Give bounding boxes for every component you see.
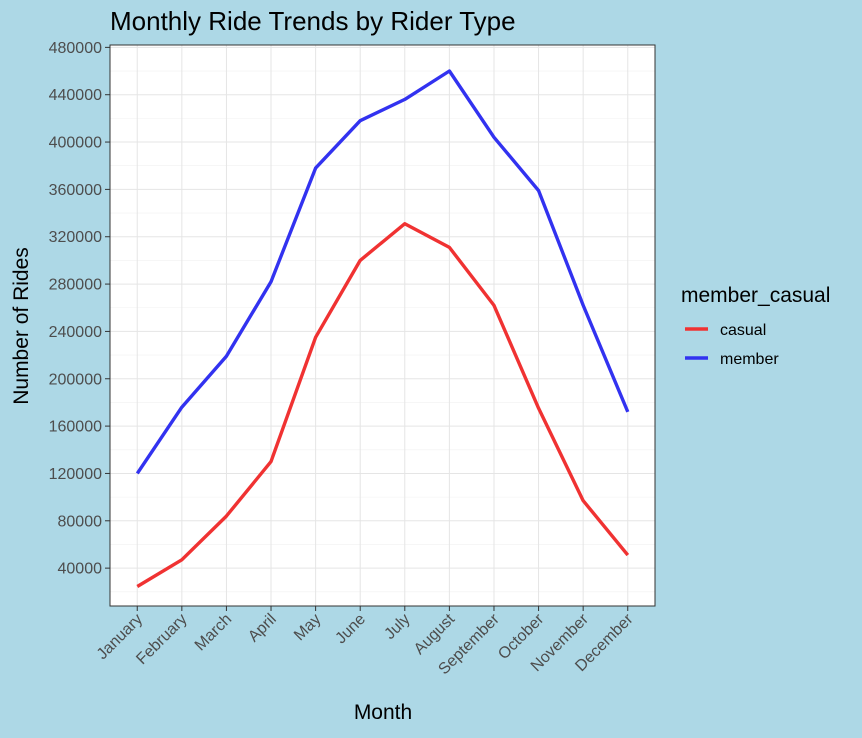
series-lines	[135, 69, 630, 588]
legend: member_casual casual member	[681, 284, 830, 368]
legend-label-member: member	[720, 351, 779, 368]
legend-label-casual: casual	[720, 322, 766, 339]
x-axis-title: Month	[354, 701, 412, 724]
y-tick-label: 480000	[49, 40, 102, 57]
x-tick-label: July	[381, 611, 413, 643]
y-tick-label: 80000	[58, 513, 103, 530]
y-tick-label: 240000	[49, 324, 102, 341]
x-tick-label: April	[245, 611, 280, 646]
y-tick-label: 280000	[49, 277, 102, 294]
series-line-casual	[136, 221, 630, 588]
x-tick-label: May	[291, 611, 324, 644]
y-tick-label: 320000	[49, 229, 102, 246]
grid-lines	[110, 45, 655, 606]
plot-border	[109, 44, 656, 607]
y-tick-label: 440000	[49, 87, 102, 104]
y-tick-label: 200000	[49, 371, 102, 388]
series-line-member	[135, 69, 630, 475]
y-tick-label: 160000	[49, 419, 102, 436]
y-axis: 40000 80000 120000 160000 200000 240000 280000…	[49, 40, 110, 578]
legend-title: member_casual	[681, 284, 830, 307]
y-tick-label: 40000	[58, 561, 103, 578]
chart-title: Monthly Ride Trends by Rider Type	[110, 6, 516, 36]
x-tick-label: March	[192, 611, 235, 654]
y-axis-title: Number of Rides	[10, 247, 33, 405]
y-tick-label: 120000	[49, 466, 102, 483]
y-tick-label: 360000	[49, 182, 102, 199]
x-tick-label: June	[332, 611, 369, 648]
plot-panel	[109, 44, 656, 607]
y-tick-label: 400000	[49, 135, 102, 152]
